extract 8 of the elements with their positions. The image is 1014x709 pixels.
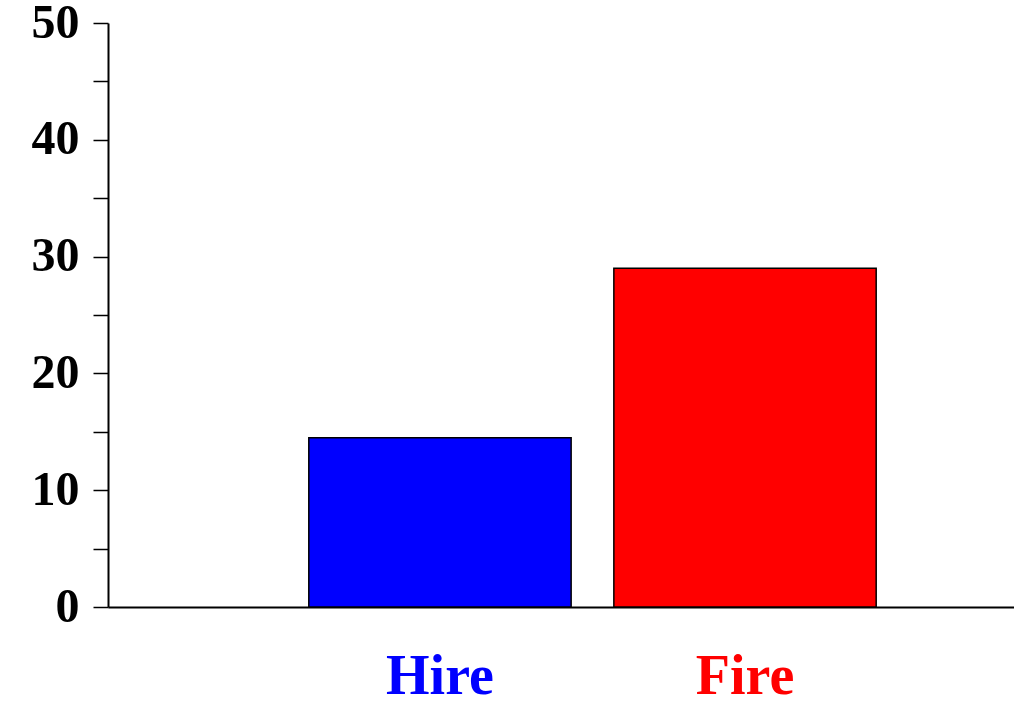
y-tick-label: 20: [31, 344, 80, 398]
y-tick-label: 30: [31, 228, 80, 282]
y-tick-label: 40: [31, 111, 80, 165]
x-tick-label: Fire: [695, 643, 795, 706]
x-tick-label: Hire: [386, 643, 494, 706]
y-tick-label: 50: [31, 0, 80, 48]
y-tick-label: 0: [55, 578, 80, 632]
y-tick-label: 10: [31, 461, 80, 515]
